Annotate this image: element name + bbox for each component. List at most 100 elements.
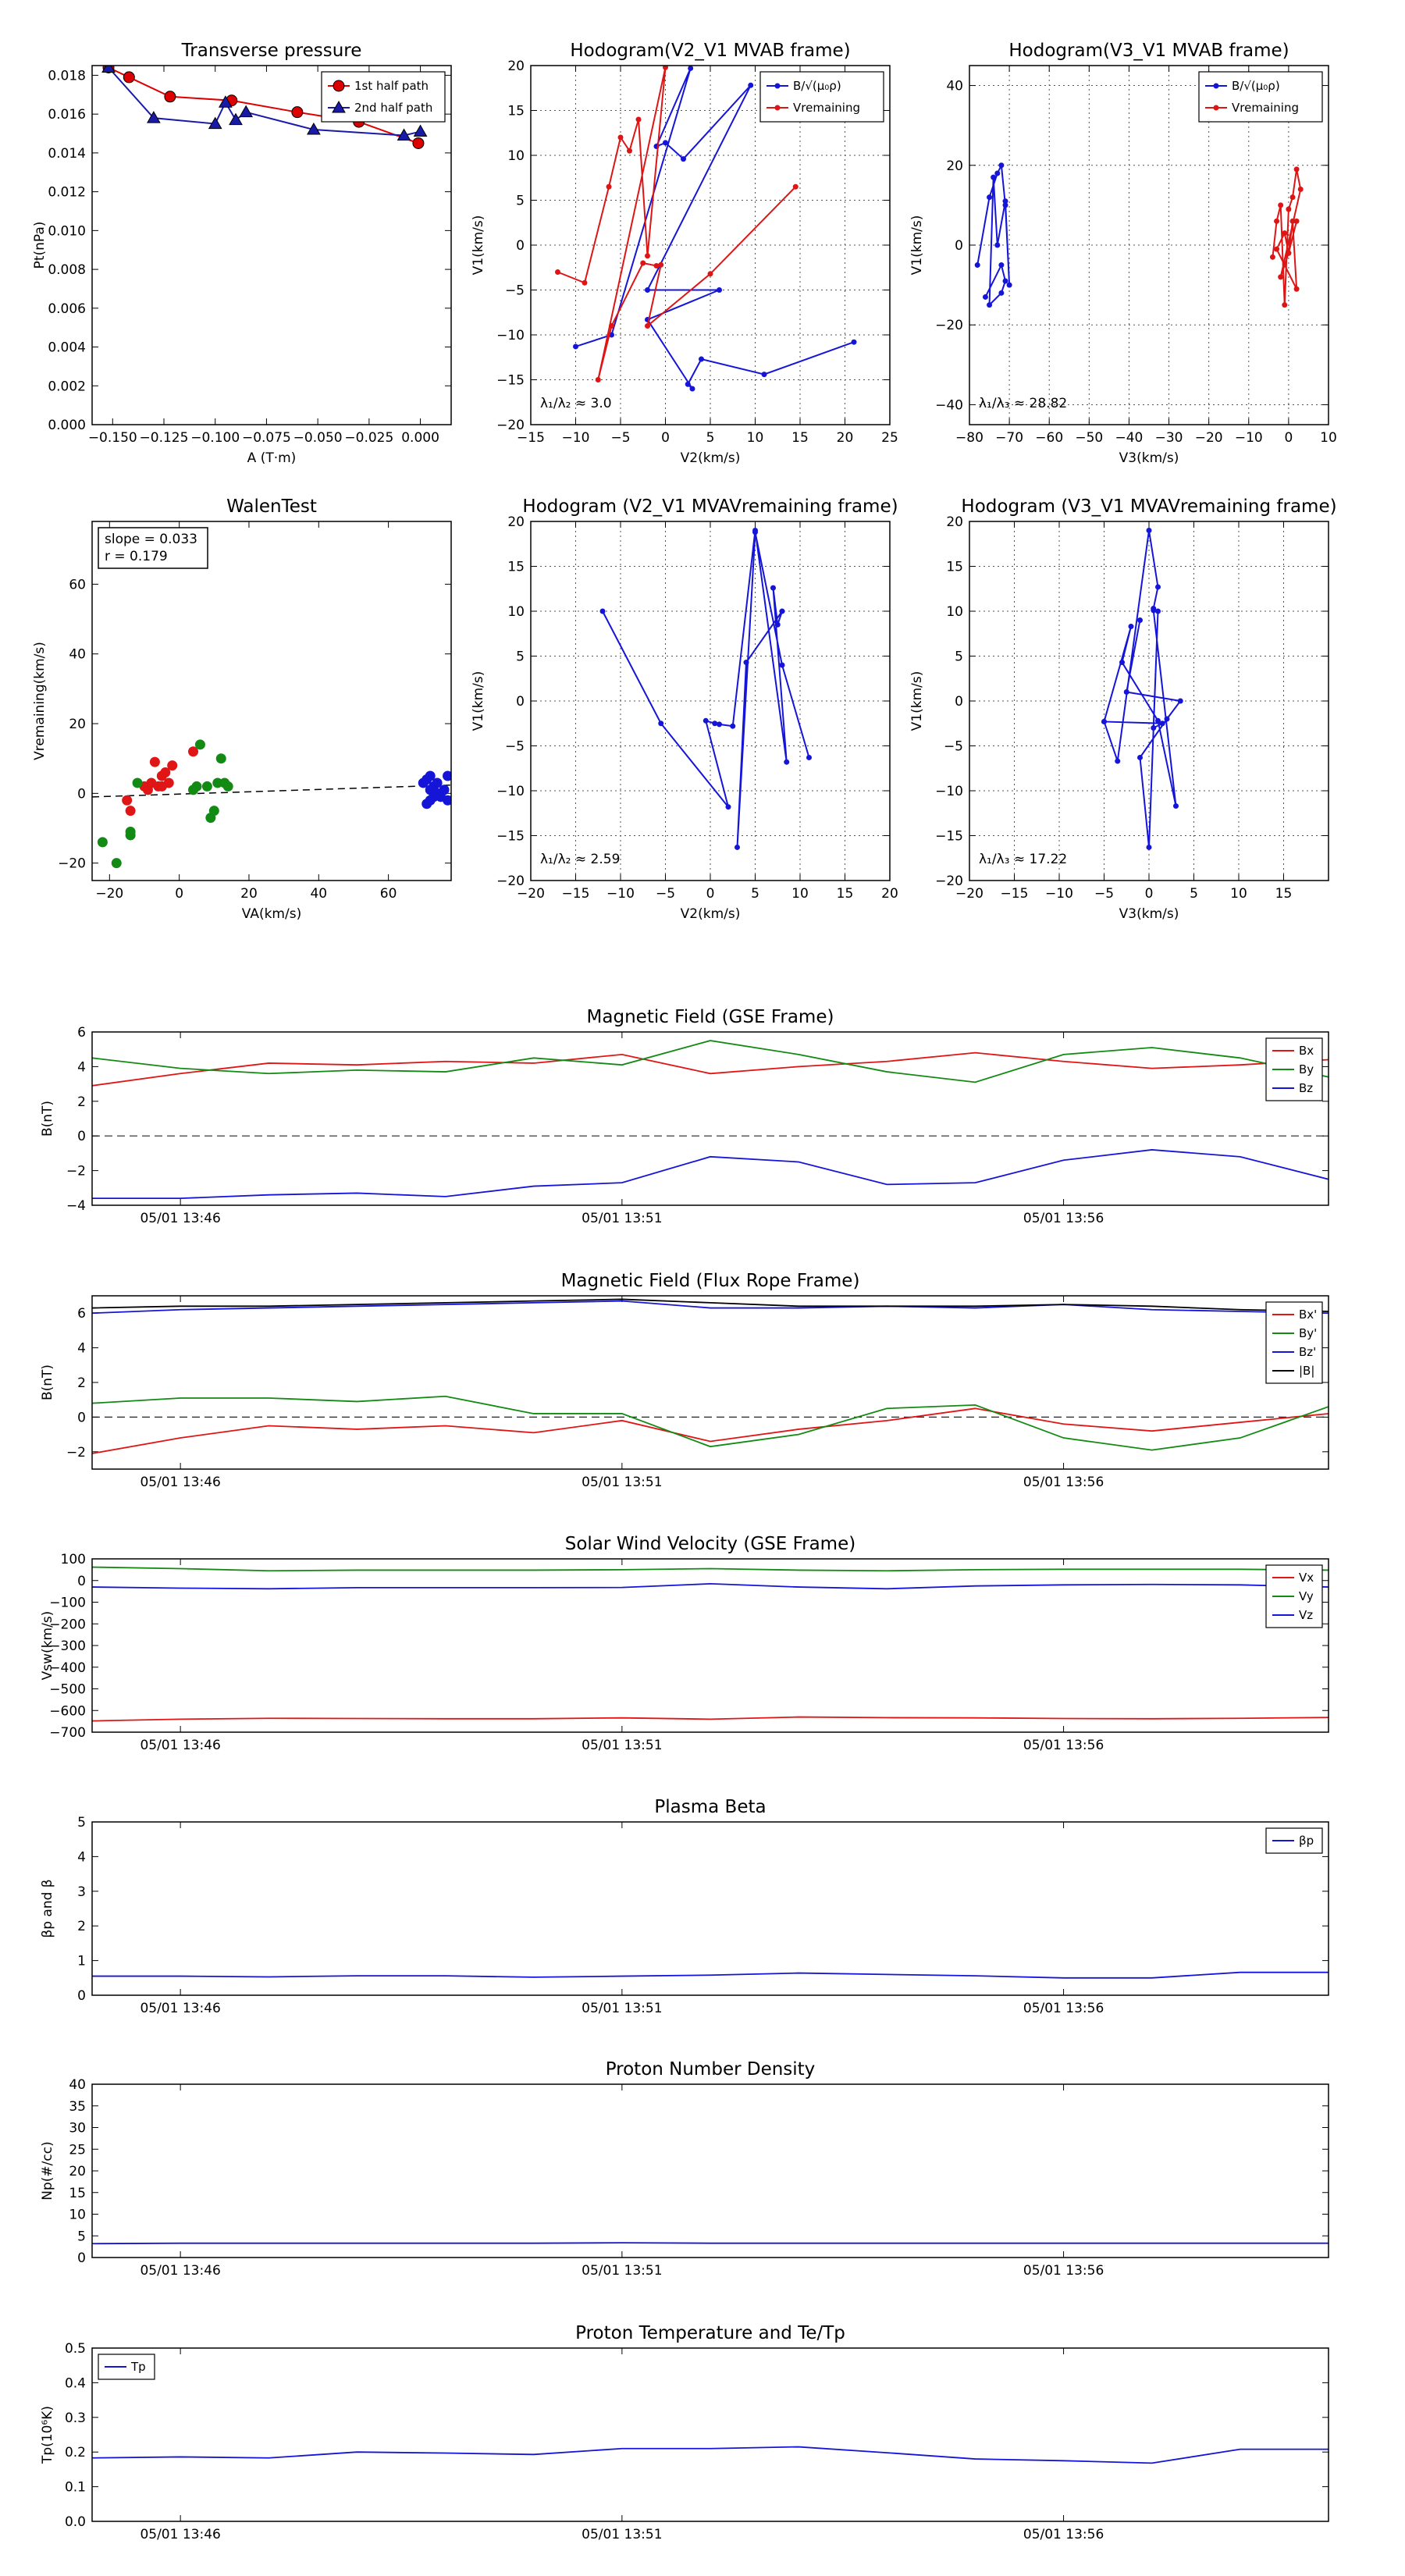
x-axis-label: VA(km/s): [242, 906, 301, 922]
data-point: [663, 66, 668, 70]
chart-title: WalenTest: [226, 496, 317, 517]
series-by--line: [92, 1395, 1329, 1451]
y-tick-label: 0: [77, 786, 86, 802]
y-tick-label: 35: [69, 2099, 86, 2115]
data-point: [658, 262, 664, 268]
y-axis-label: V1(km/s): [909, 215, 925, 276]
x-tick-label: −0.125: [140, 430, 189, 446]
data-point: [97, 837, 108, 848]
x-tick-label: 05/01 13:46: [140, 2527, 220, 2542]
y-tick-label: 0: [516, 694, 525, 710]
chart-hodogram-v3-v1-mvav: Hodogram (V3_V1 MVAVremaining frame)−20−…: [909, 496, 1337, 922]
series-bz--line: [92, 1300, 1329, 1315]
data-point: [752, 529, 758, 535]
stats-box: slope = 0.033 r = 0.179: [98, 527, 208, 569]
data-point: [1137, 617, 1143, 623]
x-tick-label: −80: [955, 430, 984, 446]
chart-title: Proton Number Density: [606, 2059, 816, 2080]
x-tick-label: 0: [706, 886, 715, 902]
data-point: [998, 290, 1005, 296]
x-tick-label: 10: [1230, 886, 1247, 902]
legend-label: B/√(μ₀ρ): [793, 79, 841, 93]
data-point: [851, 339, 857, 345]
legend: Tp: [98, 2354, 155, 2380]
y-axis-label: Pt(nPa): [32, 222, 48, 269]
y-tick-label: 4: [77, 1059, 86, 1075]
plot-area: [92, 1298, 1329, 1454]
legend-marker: [774, 83, 781, 89]
legend-label: Vz: [1299, 1608, 1313, 1622]
data-point: [635, 116, 642, 123]
x-tick-label: 05/01 13:56: [1023, 1475, 1104, 1490]
chart-hodogram-v3-v1-mvab: Hodogram(V3_V1 MVAB frame) −80 −70 −60 −50 −4…: [909, 41, 1337, 466]
y-tick-label: 2: [77, 1919, 86, 1934]
x-tick-label: 0.000: [401, 430, 439, 446]
legend: B/√(μ₀ρ) Vremaining: [759, 71, 884, 123]
data-point: [658, 720, 664, 727]
y-tick-label: 0.016: [48, 107, 86, 123]
data-point: [425, 770, 436, 781]
data-point: [717, 287, 722, 293]
x-tick-label: 05/01 13:51: [582, 1211, 662, 1226]
data-point: [413, 124, 428, 137]
plot-frame: [91, 65, 452, 425]
y-tick-label: 6: [77, 1025, 86, 1041]
legend-frame: [1198, 71, 1323, 123]
x-tick-label: −20: [1195, 430, 1223, 446]
data-point: [779, 608, 785, 614]
x-axis-label: A (T·m): [247, 450, 297, 466]
data-point: [1146, 844, 1152, 850]
chart-solar-wind-velocity: Solar Wind Velocity (GSE Frame) 05/01 13:…: [40, 1534, 1329, 1753]
data-point: [627, 148, 632, 154]
plot-frame: [969, 521, 1329, 881]
x-axis-label: V3(km/s): [1119, 450, 1179, 466]
x-tick-label: 05/01 13:51: [582, 1475, 662, 1490]
plot-area: [92, 739, 451, 869]
y-tick-label: 15: [507, 560, 525, 575]
y-tick-label: 0: [77, 2250, 86, 2266]
legend-label: Vx: [1299, 1571, 1314, 1585]
data-point: [1289, 194, 1296, 201]
legend-marker: [774, 105, 781, 111]
legend-label: 1st half path: [354, 79, 429, 93]
x-tick-label: 05/01 13:56: [1023, 2263, 1104, 2279]
plot-area: [92, 2446, 1329, 2464]
data-point: [1173, 803, 1179, 809]
x-tick-label: −30: [1155, 430, 1183, 446]
y-tick-label: −2: [66, 1445, 86, 1461]
data-point: [1155, 608, 1161, 614]
y-tick-label: −20: [935, 318, 963, 333]
x-tick-label: 0: [175, 886, 183, 902]
data-point: [123, 71, 135, 84]
data-point: [125, 830, 136, 841]
data-point: [412, 137, 425, 149]
x-tick-label: −5: [610, 430, 630, 446]
x-tick-label: 05/01 13:46: [140, 2001, 220, 2016]
x-tick-label: 05/01 13:56: [1023, 1211, 1104, 1226]
chart-hodogram-v2-v1-mvab: Hodogram(V2_V1 MVAB frame) −15 −10 −5 0 5 10 15…: [471, 41, 898, 466]
plot-area: [974, 162, 1304, 308]
x-tick-label: 05/01 13:56: [1023, 1738, 1104, 1753]
stats-line: slope = 0.033: [105, 532, 197, 547]
y-tick-label: 10: [946, 604, 963, 620]
data-point: [1002, 278, 1008, 284]
y-tick-label: 5: [516, 194, 525, 209]
y-axis-label: B(nT): [40, 1364, 55, 1400]
series-by-line: [92, 1040, 1329, 1083]
x-tick-label: −10: [1235, 430, 1263, 446]
y-tick-label: 1: [77, 1954, 86, 1969]
x-tick-label: −70: [995, 430, 1023, 446]
series--p-line: [92, 1971, 1329, 1979]
x-tick-label: 05/01 13:46: [140, 1211, 220, 1226]
data-point: [685, 381, 691, 387]
y-tick-label: −300: [49, 1638, 86, 1654]
data-point: [208, 116, 222, 130]
y-tick-label: 2: [77, 1375, 86, 1391]
x-tick-label: 20: [881, 886, 898, 902]
x-tick-label: 10: [747, 430, 764, 446]
legend-marker: [333, 80, 345, 92]
series-vx-line: [92, 1716, 1329, 1722]
plot-frame: [91, 1031, 1329, 1206]
y-tick-label: 0: [77, 1574, 86, 1589]
data-point: [1278, 274, 1284, 280]
